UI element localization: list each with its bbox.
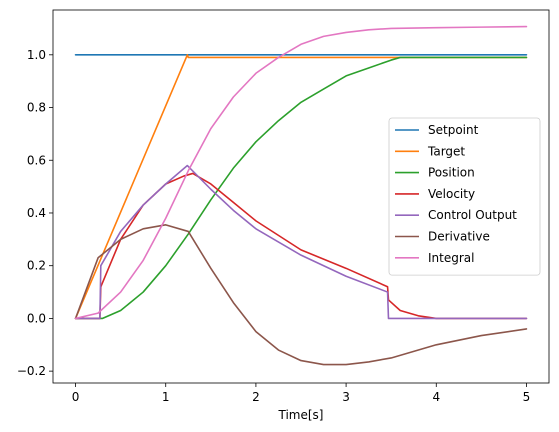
legend-entry: Control Output [428,208,517,222]
y-tick-label: 0.6 [27,153,46,167]
series-line-velocity [74,172,528,320]
x-tick-label: 2 [252,390,260,404]
series-line-derivative [74,224,528,366]
y-tick-label: 0.8 [27,101,46,115]
series-line-integral [74,25,528,320]
x-tick-label: 3 [342,390,350,404]
y-tick-label: 0.4 [27,206,46,220]
x-axis-label: Time[s] [278,408,324,422]
series-line-position [74,56,528,320]
series-line-target [74,54,528,320]
y-axis-ticks: −0.2 0.0 0.2 0.4 0.6 0.8 1.0 [17,48,53,378]
y-tick-label: −0.2 [17,364,46,378]
series-line-control-output [74,164,528,320]
legend-entry: Derivative [428,230,490,244]
legend-entry: Integral [428,251,474,265]
legend-entry: Position [428,166,475,180]
x-tick-label: 0 [72,390,80,404]
x-axis-ticks: 0 1 2 3 4 5 [72,383,531,404]
y-tick-label: 0.0 [27,311,46,325]
legend: Setpoint Target Position Velocity Control Ou… [388,117,541,276]
legend-entry: Setpoint [428,123,479,137]
y-tick-label: 1.0 [27,48,46,62]
legend-box [388,117,541,276]
y-tick-label: 0.2 [27,259,46,273]
legend-entry: Target [427,144,465,158]
legend-entry: Velocity [428,187,475,201]
x-tick-label: 5 [523,390,531,404]
plot-frame [52,9,550,384]
series-layer [74,25,528,366]
x-tick-label: 4 [432,390,440,404]
x-tick-label: 1 [162,390,170,404]
